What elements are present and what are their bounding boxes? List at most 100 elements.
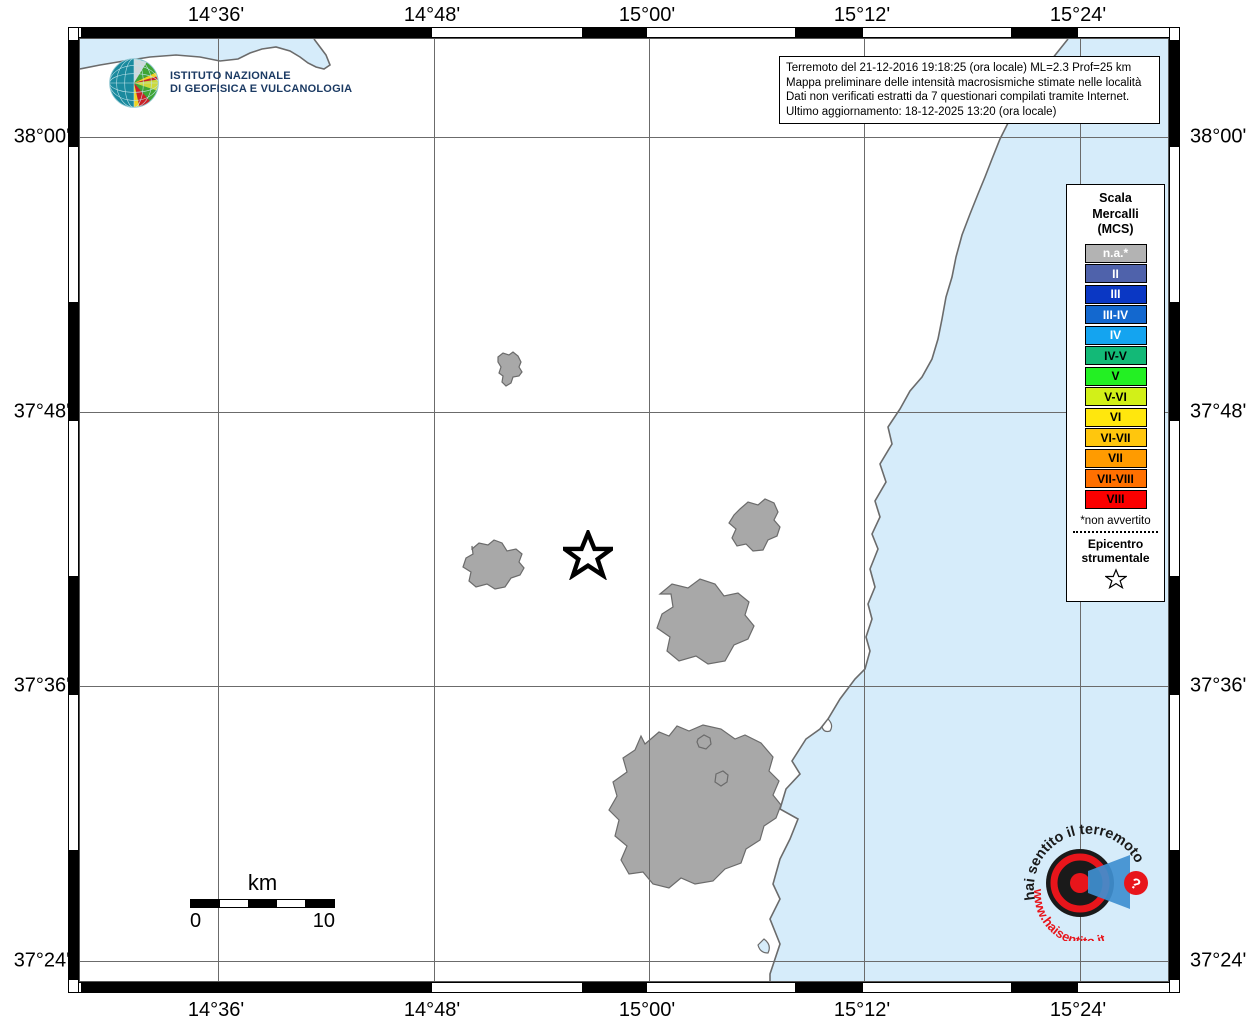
scale-bar: km 0 10: [190, 870, 335, 933]
frame-band-top: [68, 27, 1180, 38]
legend-epicenter-star-icon: [1067, 567, 1164, 595]
coastline-north: [80, 39, 331, 70]
axis-label-lat-right-1: 37°48': [1190, 400, 1247, 423]
axis-label-lat-left-1: 37°48': [13, 400, 70, 423]
legend-swatch-iii-iv[interactable]: III-IV: [1084, 305, 1147, 324]
ingv-logo: ISTITUTO NAZIONALE DI GEOFISICA E VULCAN…: [105, 54, 352, 112]
frame-tick-right-3: [1170, 695, 1179, 850]
axis-label-lon-bottom-0: 14°36': [187, 999, 245, 1021]
urban-area-west: [462, 539, 525, 590]
urban-area-coastal-north: [728, 498, 781, 552]
scale-bar-min-label: 0: [190, 910, 202, 932]
urban-area-north: [497, 351, 523, 387]
legend-title-line1: Scala: [1099, 191, 1132, 205]
scale-seg-3: [276, 900, 306, 907]
legend-panel: Scala Mercalli (MCS) n.a.* II III III-IV IV I…: [1066, 184, 1165, 602]
urban-area-small-2: [714, 770, 729, 787]
map-inner-area: ISTITUTO NAZIONALE DI GEOFISICA E VULCAN…: [79, 38, 1169, 982]
axis-label-lon-top-0: 14°36': [187, 4, 245, 26]
scale-seg-4: [305, 900, 334, 907]
frame-band-bottom: [68, 982, 1180, 993]
axis-label-lon-top-1: 14°48': [403, 4, 461, 26]
axis-label-lon-top-4: 15°24': [1049, 4, 1107, 26]
frame-tick-top-2: [647, 28, 795, 37]
ingv-logo-line1: ISTITUTO NAZIONALE: [170, 69, 291, 82]
legend-epicenter-line1: Epicentro: [1087, 536, 1144, 551]
legend-swatch-ii[interactable]: II: [1084, 264, 1147, 283]
legend-swatch-n-a-[interactable]: n.a.*: [1084, 243, 1147, 263]
axis-label-lat-left-3: 37°24': [13, 949, 70, 972]
frame-tick-left-0: [69, 28, 78, 40]
frame-tick-right-4: [1170, 980, 1179, 992]
gridline-lat-37-36: [80, 686, 1168, 687]
ingv-logo-line2: DI GEOFISICA E VULCANOLOGIA: [170, 83, 353, 95]
info-box-line-0: Terremoto del 21-12-2016 19:18:25 (ora l…: [786, 62, 1132, 74]
legend-swatch-iv[interactable]: IV: [1084, 325, 1147, 345]
legend-swatch-v[interactable]: V: [1084, 366, 1147, 386]
legend-swatch-vii[interactable]: VII: [1084, 448, 1147, 468]
frame-tick-left-4: [69, 980, 78, 992]
frame-tick-bottom-2: [647, 983, 795, 992]
frame-tick-left-1: [69, 147, 78, 302]
epicenter-star-icon[interactable]: [558, 527, 618, 585]
axis-label-lon-bottom-3: 15°12': [833, 999, 891, 1021]
axis-label-lon-top-2: 15°00': [618, 4, 676, 26]
legend-swatch-viii[interactable]: VIII: [1084, 489, 1147, 509]
ingv-logo-text: ISTITUTO NAZIONALE DI GEOFISICA E VULCAN…: [170, 70, 352, 97]
scale-bar-labels: 0 10: [190, 910, 335, 933]
scale-seg-1: [219, 900, 249, 907]
frame-tick-top-3: [863, 28, 1011, 37]
axis-label-lat-left-0: 38°00': [13, 125, 70, 148]
hsit-logo[interactable]: ? hai sentito il terremoto www.haisentit…: [1018, 821, 1158, 941]
legend-title-line2: Mercalli: [1092, 206, 1139, 221]
scale-seg-2: [248, 900, 277, 907]
frame-tick-bottom-3: [863, 983, 1011, 992]
urban-area-metro: [608, 724, 782, 889]
axis-label-lat-right-2: 37°36': [1190, 674, 1247, 697]
legend-swatch-v-vi[interactable]: V-VI: [1084, 387, 1147, 406]
axis-label-lat-left-2: 37°36': [13, 674, 70, 697]
gridline-lon-15-00: [649, 39, 650, 981]
legend-title-line3: (MCS): [1097, 222, 1134, 236]
coast-inlet-2: [757, 938, 770, 954]
gridline-lat-37-48: [80, 412, 1168, 413]
map-geometry: [80, 39, 1168, 981]
frame-tick-left-3: [69, 695, 78, 850]
coast-inlet-1: [821, 718, 833, 733]
scale-bar-unit: km: [247, 870, 278, 895]
gridline-lon-14-36: [218, 39, 219, 981]
axis-label-lon-bottom-2: 15°00': [618, 999, 676, 1021]
frame-tick-bottom-1: [432, 983, 582, 992]
urban-area-catania: [656, 578, 755, 665]
legend-divider: [1073, 530, 1158, 533]
legend-epicenter-line2: strumentale: [1081, 550, 1150, 565]
gridline-lon-14-48: [434, 39, 435, 981]
legend-swatch-vi-vii[interactable]: VI-VII: [1084, 428, 1147, 447]
frame-tick-bottom-4: [1078, 983, 1179, 992]
axis-label-lat-right-0: 38°00': [1190, 125, 1247, 148]
sea-polygon-northwest: [80, 39, 330, 69]
map-canvas[interactable]: ISTITUTO NAZIONALE DI GEOFISICA E VULCAN…: [80, 39, 1168, 981]
ingv-globe-icon: [109, 58, 159, 108]
legend-swatch-vi[interactable]: VI: [1084, 407, 1147, 427]
legend-swatch-iv-v[interactable]: IV-V: [1084, 346, 1147, 365]
axis-label-lon-top-3: 15°12': [833, 4, 891, 26]
frame-tick-top-4: [1078, 28, 1179, 37]
legend-swatch-vii-viii[interactable]: VII-VIII: [1084, 469, 1147, 488]
frame-tick-right-2: [1170, 421, 1179, 576]
scale-bar-segments: [190, 899, 335, 908]
axis-label-lat-right-3: 37°24': [1190, 949, 1247, 972]
scale-seg-0: [191, 900, 220, 907]
frame-tick-right-0: [1170, 28, 1179, 40]
gridline-lat-37-24: [80, 961, 1168, 962]
info-box-line-1: Mappa preliminare delle intensità macros…: [786, 76, 1142, 89]
axis-label-lon-bottom-1: 14°48': [403, 999, 461, 1021]
axis-label-lon-bottom-4: 15°24': [1049, 999, 1107, 1021]
info-box-line-2: Dati non verificati estratti da 7 questi…: [786, 91, 1130, 104]
info-box-line-3: Ultimo aggiornamento: 18-12-2025 13:20 (…: [786, 105, 1057, 118]
map-frame: ISTITUTO NAZIONALE DI GEOFISICA E VULCAN…: [68, 27, 1180, 993]
urban-areas: [462, 351, 782, 889]
legend-swatch-iii[interactable]: III: [1084, 284, 1147, 304]
frame-tick-top-1: [432, 28, 582, 37]
legend-note: *non avvertito: [1080, 514, 1151, 527]
